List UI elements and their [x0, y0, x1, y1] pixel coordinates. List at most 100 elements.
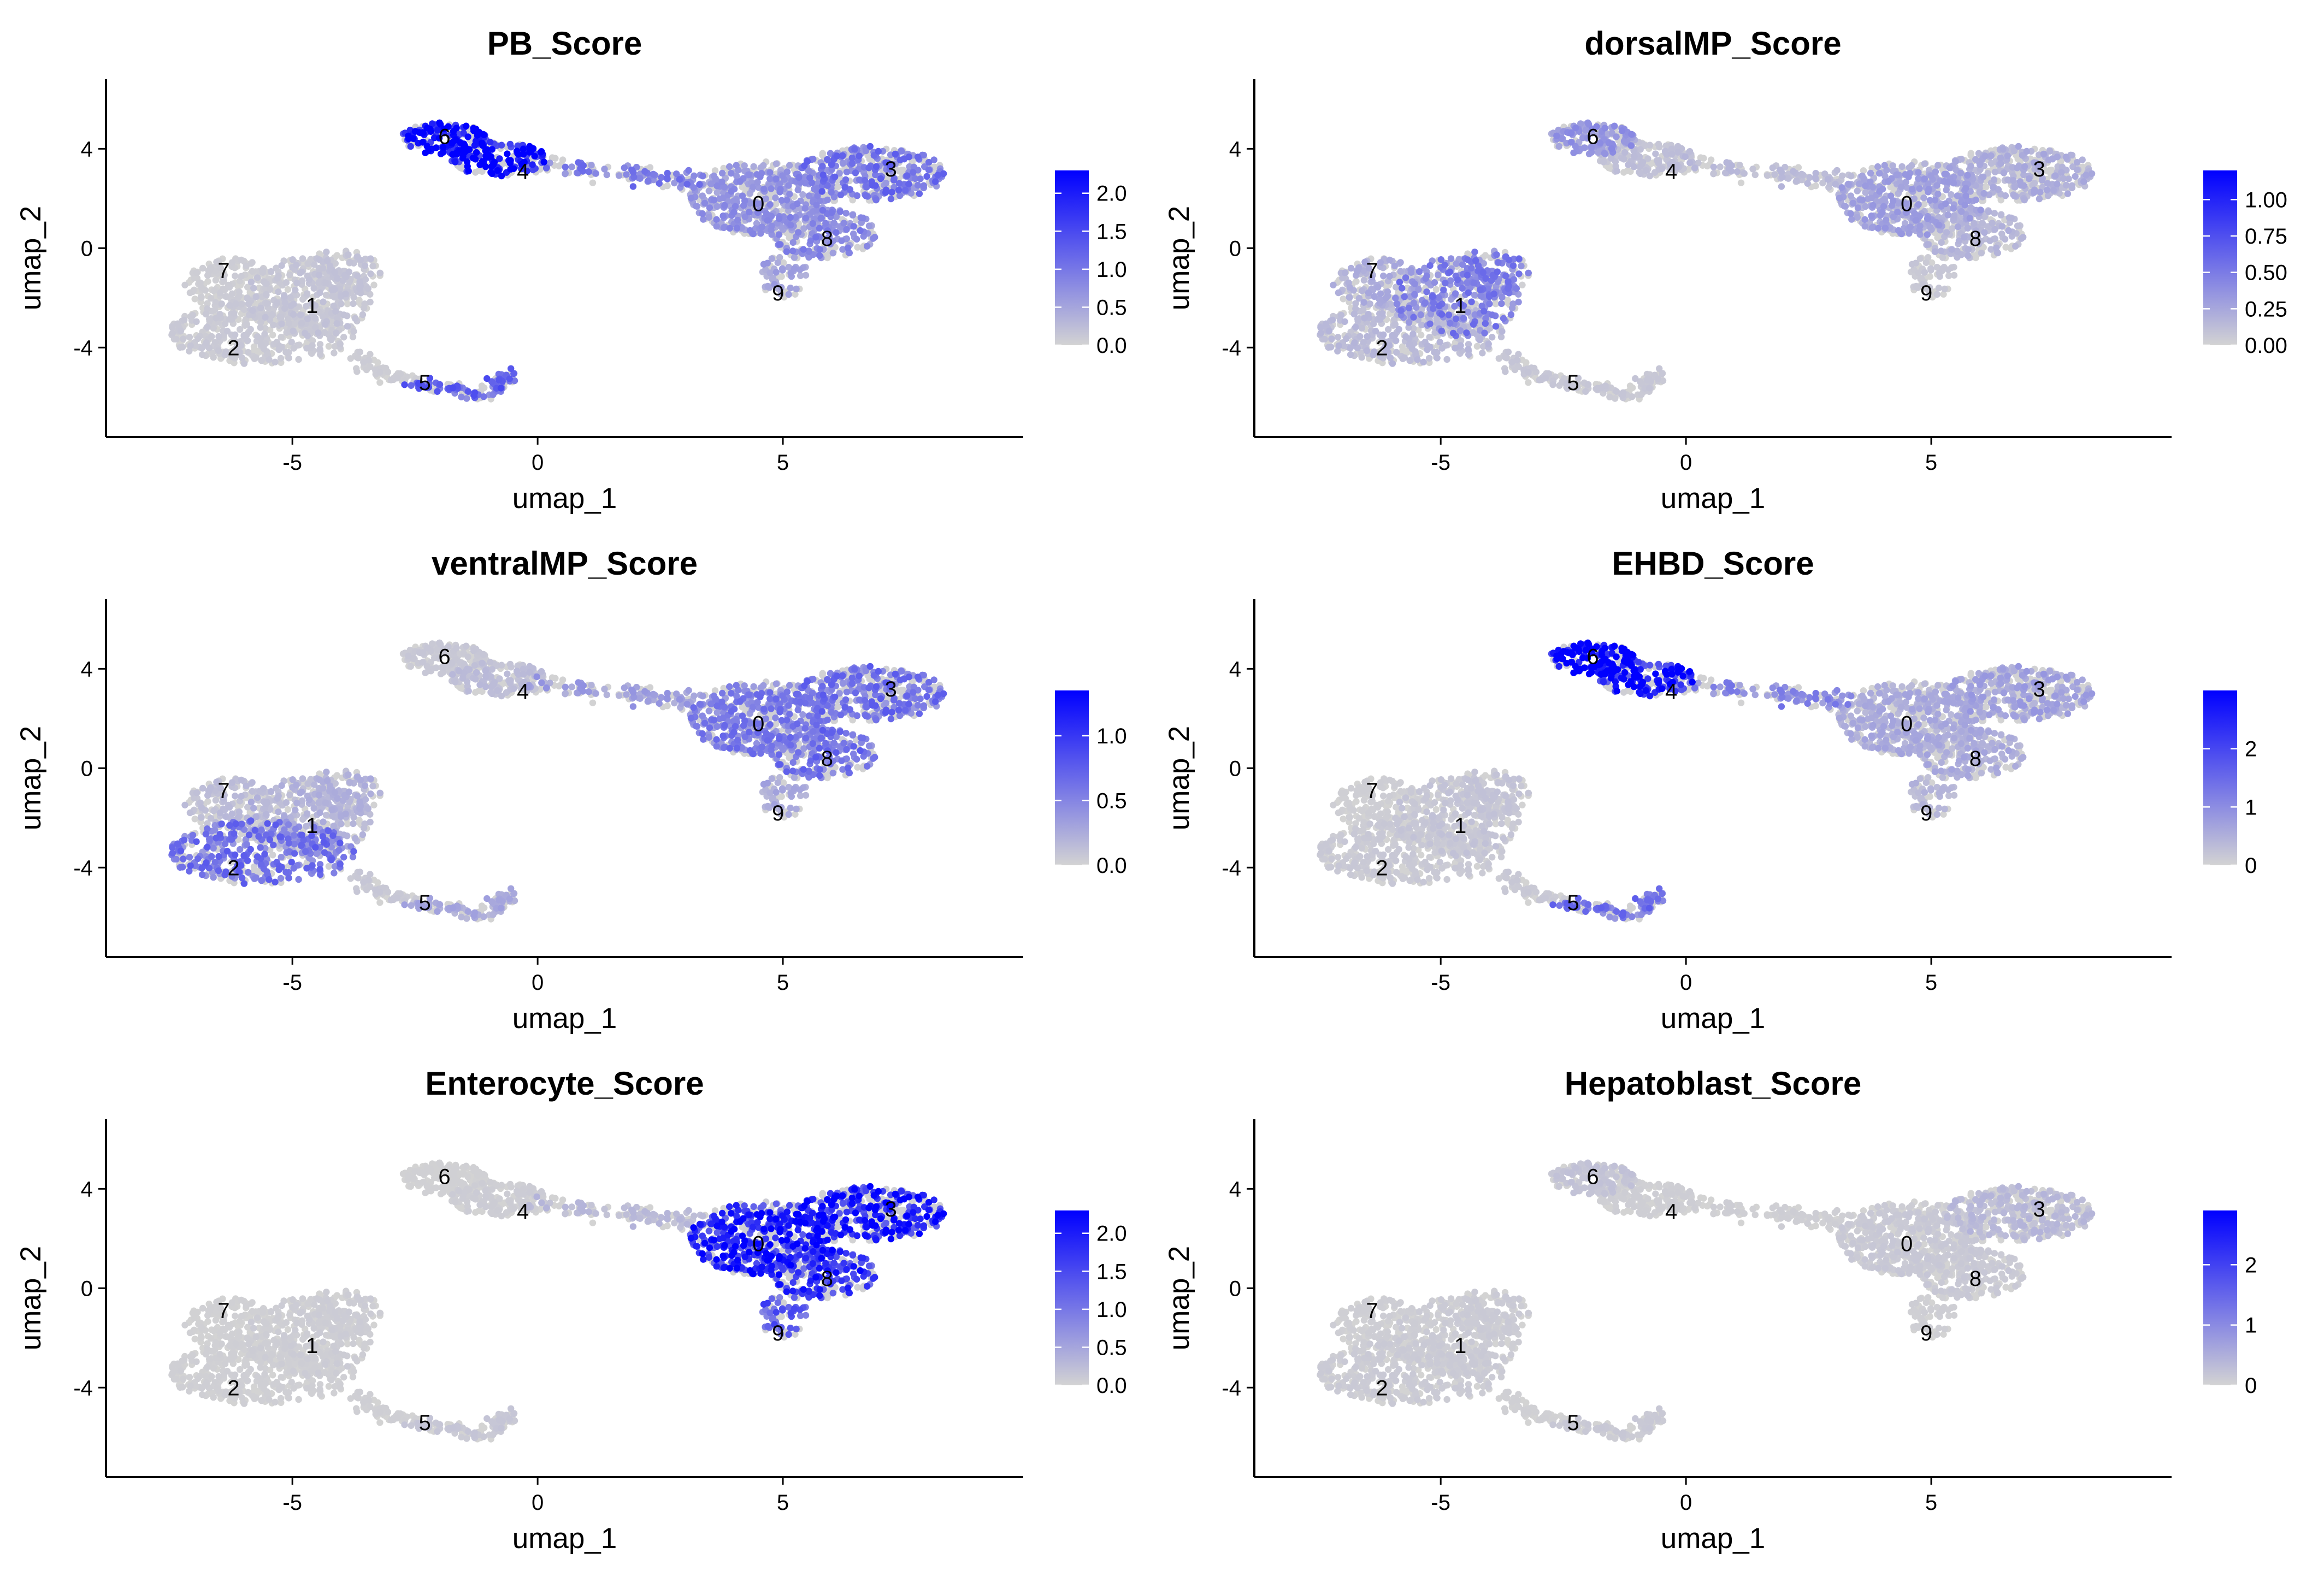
cell-point [795, 229, 802, 236]
cell-point [458, 393, 465, 400]
cell-point [925, 158, 933, 166]
cell-point [824, 156, 831, 163]
cell-point [1343, 335, 1350, 342]
cell-point [750, 230, 757, 238]
cell-point [1656, 365, 1663, 372]
cell-point [699, 210, 706, 217]
cell-point [356, 349, 364, 356]
cell-point [1366, 300, 1373, 308]
cell-point [1950, 212, 1958, 219]
cell-point [2065, 175, 2072, 182]
cell-point [1519, 281, 1526, 288]
cell-point [853, 192, 861, 199]
cell-point [841, 184, 848, 191]
cell-point [840, 220, 847, 227]
cell-point [344, 323, 351, 330]
cell-point [699, 173, 706, 180]
colorbar-tick-label: 1.0 [1096, 258, 1127, 282]
cell-point [1584, 381, 1592, 388]
cell-point [1327, 344, 1335, 351]
cell-point [244, 294, 251, 302]
cell-point [1691, 164, 1698, 172]
cell-point [275, 346, 282, 353]
cell-point [506, 375, 513, 382]
cell-point [286, 271, 293, 279]
cell-point [1646, 141, 1654, 149]
cell-point [852, 169, 859, 176]
cell-point [2008, 214, 2015, 222]
cell-point [238, 256, 245, 264]
cell-point [1631, 153, 1638, 160]
cell-point [1358, 354, 1365, 361]
cell-point [1536, 376, 1543, 383]
cell-point [376, 369, 384, 376]
cell-point [2001, 235, 2009, 243]
cell-point [228, 290, 236, 297]
cell-point [787, 269, 794, 277]
cell-point [696, 181, 703, 188]
cell-point [1992, 244, 2000, 251]
cell-point [785, 182, 792, 189]
cell-point [833, 152, 841, 160]
cell-point [277, 355, 285, 362]
cell-point [238, 273, 245, 280]
cell-point [733, 162, 740, 169]
cell-point [510, 165, 517, 172]
cell-point [215, 333, 222, 340]
cell-point [367, 298, 374, 306]
cell-point [701, 199, 709, 206]
cell-point [580, 162, 587, 169]
cell-point [1812, 182, 1819, 190]
cell-point [589, 179, 597, 186]
cell-point [361, 262, 369, 269]
cell-point [1503, 355, 1510, 362]
cell-point [506, 140, 514, 148]
cell-point [871, 234, 878, 241]
cell-point [1476, 336, 1483, 344]
cell-point [226, 283, 233, 291]
cell-point [1341, 269, 1349, 276]
cell-point [364, 285, 371, 292]
cell-point [1620, 156, 1627, 163]
cell-point [275, 288, 282, 296]
cell-point [791, 254, 798, 261]
cell-point [843, 226, 850, 233]
cell-point [1549, 381, 1556, 388]
cell-point [1915, 269, 1922, 276]
cell-point [274, 275, 281, 282]
cell-point [1945, 272, 1953, 279]
cell-point [813, 202, 820, 209]
cell-point [888, 188, 895, 196]
cell-point [345, 268, 352, 275]
cell-point [905, 180, 912, 188]
cell-point [699, 192, 706, 199]
cell-point [538, 148, 545, 155]
cell-point [562, 163, 569, 170]
cell-point [1436, 339, 1443, 346]
cell-point [1913, 282, 1920, 290]
cell-point [741, 197, 748, 204]
cell-point [515, 151, 522, 158]
cell-point [257, 304, 264, 311]
cell-point [1728, 162, 1735, 169]
cell-point [1389, 360, 1396, 367]
cell-point [800, 225, 807, 232]
cell-point [204, 323, 211, 331]
cell-point [774, 259, 782, 266]
cell-point [588, 162, 595, 169]
cell-point [1933, 291, 1940, 298]
cell-point [628, 166, 635, 174]
colorbar-tick-label: 2.0 [1096, 182, 1127, 206]
cell-point [329, 292, 336, 299]
cell-point [641, 168, 648, 175]
cell-point [1432, 286, 1440, 293]
cell-point [1621, 149, 1629, 156]
cell-point [1329, 316, 1336, 323]
cell-point [266, 356, 273, 363]
cell-point [218, 300, 225, 308]
cell-point [331, 269, 338, 276]
cell-point [1812, 169, 1819, 177]
cell-point [857, 227, 864, 234]
cell-point [1736, 162, 1743, 169]
